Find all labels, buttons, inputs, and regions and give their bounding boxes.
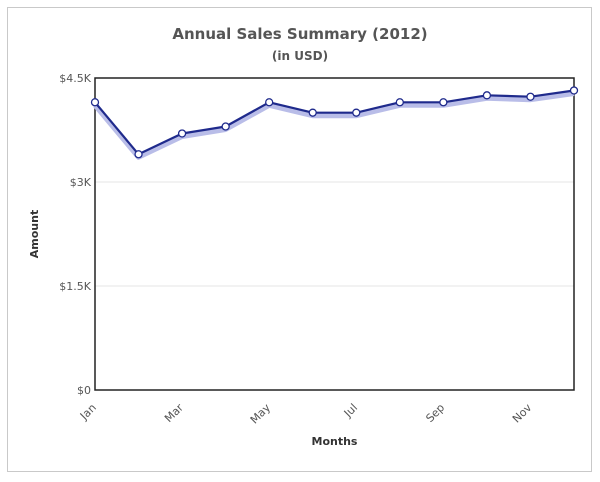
data-point bbox=[177, 129, 187, 138]
data-point bbox=[134, 150, 143, 159]
x-axis-title: Months bbox=[312, 435, 358, 448]
y-tick-label: $4.5K bbox=[59, 72, 91, 85]
data-point bbox=[308, 108, 317, 117]
data-point bbox=[569, 86, 579, 95]
x-tick-label: Nov bbox=[510, 401, 535, 426]
grid-lines bbox=[95, 181, 574, 287]
plot-area-border bbox=[94, 77, 575, 391]
y-axis-title: Amount bbox=[28, 210, 41, 258]
x-axis-ticks: Jan Mar May Jul Sep Nov bbox=[77, 401, 535, 427]
data-point bbox=[265, 98, 274, 107]
data-point bbox=[352, 108, 361, 117]
data-point bbox=[526, 92, 535, 101]
data-point bbox=[439, 98, 448, 107]
data-point bbox=[90, 98, 100, 107]
x-tick-label: Sep bbox=[423, 401, 447, 425]
y-tick-label: $0 bbox=[77, 384, 91, 397]
chart-title: Annual Sales Summary (2012) bbox=[172, 25, 428, 43]
series-line bbox=[94, 89, 575, 156]
y-tick-label: $3K bbox=[70, 176, 92, 189]
data-points bbox=[90, 86, 579, 159]
chart-frame bbox=[7, 7, 592, 472]
y-axis-ticks: $0 $1.5K $3K $4.5K bbox=[59, 72, 91, 397]
x-tick-label: Jan bbox=[77, 401, 99, 423]
data-point bbox=[395, 98, 404, 107]
y-tick-label: $1.5K bbox=[59, 280, 91, 293]
data-point bbox=[482, 91, 492, 100]
data-point bbox=[221, 122, 230, 131]
x-tick-label: Jul bbox=[341, 401, 360, 420]
series-line-shadow bbox=[93, 91, 575, 160]
x-tick-label: May bbox=[248, 401, 274, 427]
chart-subtitle: (in USD) bbox=[271, 49, 329, 63]
x-tick-label: Mar bbox=[162, 401, 186, 425]
